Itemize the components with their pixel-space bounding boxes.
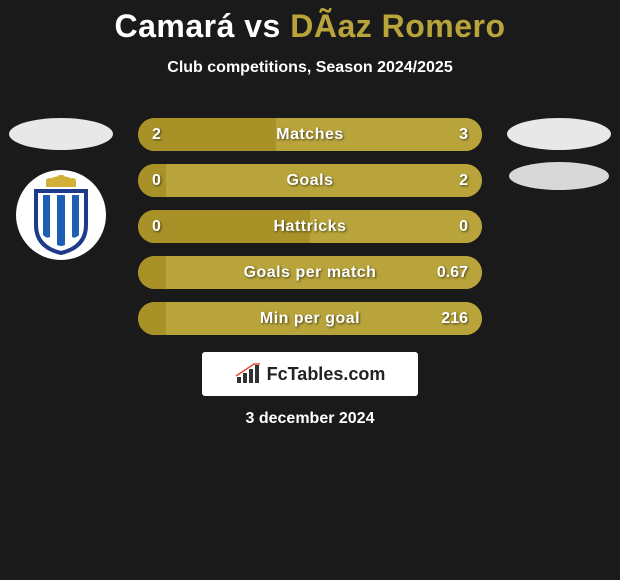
stat-bar: 02Goals <box>138 164 482 197</box>
footer-date: 3 december 2024 <box>0 410 620 428</box>
bar-label: Goals <box>138 164 482 197</box>
right-side-column <box>504 118 614 190</box>
chart-icon <box>235 363 261 385</box>
club-crest <box>16 170 106 260</box>
left-side-column <box>6 118 116 260</box>
club-logo-placeholder <box>509 162 609 190</box>
stat-bar: 216Min per goal <box>138 302 482 335</box>
stat-bar: 23Matches <box>138 118 482 151</box>
stat-bar: 0.67Goals per match <box>138 256 482 289</box>
vs-text: vs <box>244 8 281 44</box>
brand-text: FcTables.com <box>267 364 386 385</box>
bar-label: Goals per match <box>138 256 482 289</box>
page-title: Camará vs DÃ­az Romero <box>0 0 620 45</box>
crest-icon <box>26 175 96 255</box>
bar-label: Min per goal <box>138 302 482 335</box>
stat-bar: 00Hattricks <box>138 210 482 243</box>
subtitle: Club competitions, Season 2024/2025 <box>0 59 620 77</box>
bar-label: Hattricks <box>138 210 482 243</box>
player1-name: Camará <box>114 8 234 44</box>
brand-logo[interactable]: FcTables.com <box>202 352 418 396</box>
player-photo-placeholder <box>9 118 113 150</box>
player-photo-placeholder <box>507 118 611 150</box>
stats-bars: 23Matches 02Goals 00Hattricks 0.67Goals per… <box>138 118 482 335</box>
bar-label: Matches <box>138 118 482 151</box>
player2-name: DÃ­az Romero <box>290 8 505 44</box>
